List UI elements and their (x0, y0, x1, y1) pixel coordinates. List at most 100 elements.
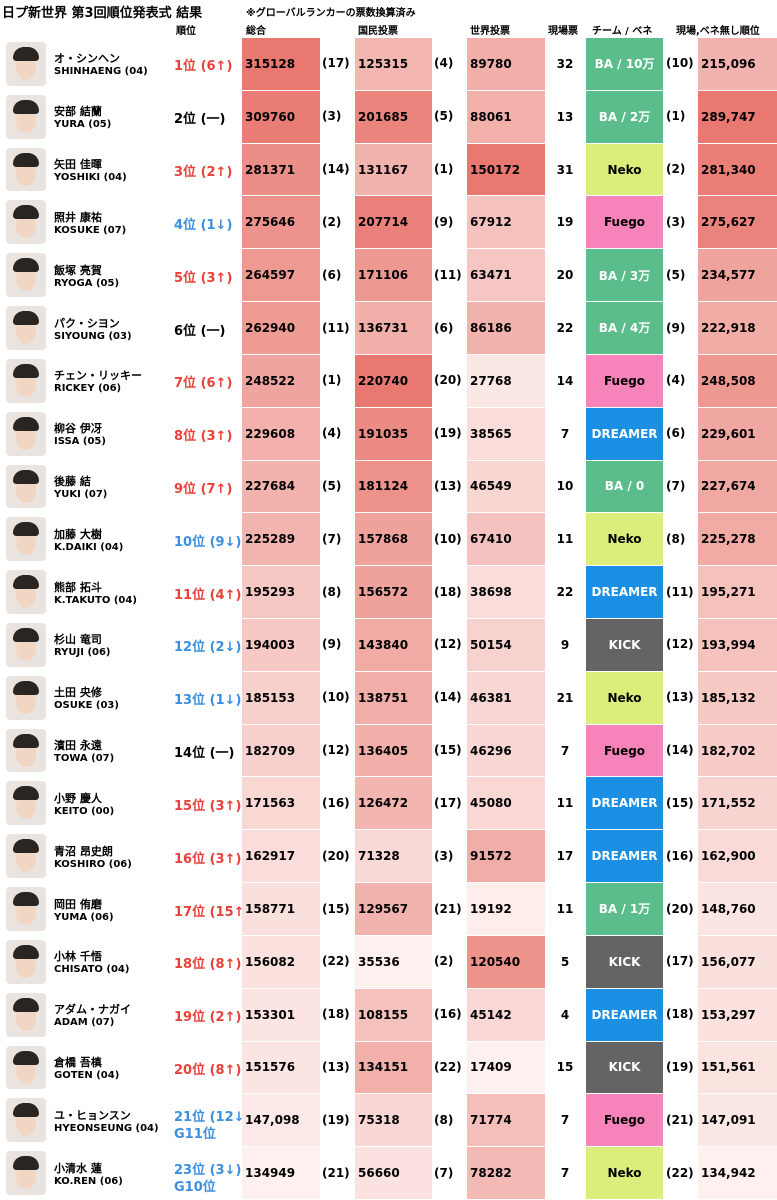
national-cell: 171106 (355, 249, 432, 302)
avatar (6, 306, 46, 350)
total-cell: 156082 (242, 935, 320, 988)
world-cell: 67410 (467, 513, 545, 566)
adj-rank: (11) (666, 584, 694, 599)
total-cell: 158771 (242, 883, 320, 935)
onsite: 7 (560, 743, 570, 758)
adj-total-cell: 225,278 (698, 513, 777, 566)
national-rank: (8) (434, 1112, 454, 1127)
total-cell: 248522 (242, 354, 320, 407)
national-cell: 126472 (355, 777, 432, 830)
name: 飯塚 亮賀 (54, 263, 102, 277)
name-en: KOSUKE (07) (54, 224, 127, 236)
national-cell: 207714 (355, 196, 432, 249)
name-en: GOTEN (04) (54, 1069, 120, 1081)
adj-total-cell: 227,674 (698, 460, 777, 513)
team: Fuego (586, 354, 663, 407)
rank-note: G10位 (174, 1179, 216, 1195)
national-rank: (13) (434, 478, 462, 493)
team: DREAMER (586, 988, 663, 1041)
avatar (6, 42, 46, 86)
total-cell: 134949 (242, 1147, 320, 1199)
onsite: 17 (556, 849, 574, 864)
name-en: ISSA (05) (54, 436, 106, 448)
avatar (6, 887, 46, 931)
total-rank: (4) (322, 426, 342, 441)
note: ※グローバルランカーの票数換算済み (246, 8, 416, 19)
name-en: KO.REN (06) (54, 1175, 123, 1187)
total-cell: 262940 (242, 302, 320, 354)
name-en: RYOGA (05) (54, 277, 120, 289)
rank: 16位 (3↑) (174, 851, 242, 867)
national-rank: (2) (434, 954, 454, 969)
name: 小野 慶人 (54, 791, 102, 805)
team: Neko (586, 671, 663, 724)
onsite: 10 (556, 479, 574, 494)
national-rank: (7) (434, 1165, 454, 1180)
total-rank: (5) (322, 478, 342, 493)
national-rank: (11) (434, 267, 462, 282)
national-cell: 136731 (355, 302, 432, 354)
adj-total-cell: 185,132 (698, 671, 777, 724)
name: 土田 央修 (54, 686, 102, 700)
name-en: K.TAKUTO (04) (54, 594, 137, 606)
column-header: 順位 (176, 26, 196, 37)
column-header: 現場,ベネ無し順位 (676, 26, 760, 37)
total-rank: (9) (322, 637, 342, 652)
world-cell: 88061 (467, 90, 545, 143)
adj-total-cell: 222,918 (698, 302, 777, 354)
rank: 8位 (3↑) (174, 429, 233, 445)
name-en: SIYOUNG (03) (54, 330, 132, 342)
total-cell: 275646 (242, 196, 320, 249)
national-rank: (9) (434, 214, 454, 229)
world-cell: 27768 (467, 354, 545, 407)
rank-note: G11位 (174, 1126, 216, 1142)
name: パク・シヨン (54, 316, 120, 330)
adj-total-cell: 162,900 (698, 830, 777, 883)
total-rank: (16) (322, 795, 350, 810)
adj-total-cell: 151,561 (698, 1041, 777, 1094)
national-cell: 75318 (355, 1094, 432, 1147)
rank: 6位 (一) (174, 323, 226, 339)
total-rank: (8) (322, 584, 342, 599)
avatar (6, 200, 46, 245)
name: チェン・リッキー (54, 369, 142, 383)
team: Neko (586, 513, 663, 566)
name: 柳谷 伊冴 (54, 422, 102, 436)
name: ユ・ヒョンスン (54, 1108, 131, 1122)
adj-total-cell: 148,760 (698, 883, 777, 935)
onsite: 15 (556, 1060, 574, 1075)
total-cell: 162917 (242, 830, 320, 883)
adj-rank: (20) (666, 901, 694, 916)
national-rank: (19) (434, 426, 462, 441)
rank: 18位 (8↑) (174, 957, 242, 973)
name: 倉橋 吾槙 (54, 1055, 102, 1069)
avatar (6, 147, 46, 192)
name-en: YURA (05) (54, 119, 112, 131)
national-cell: 138751 (355, 671, 432, 724)
avatar (6, 464, 46, 509)
avatar (6, 570, 46, 614)
adj-rank: (18) (666, 1007, 694, 1022)
world-cell: 150172 (467, 143, 545, 196)
world-cell: 86186 (467, 302, 545, 354)
column-header: チーム / ベネ (592, 26, 653, 37)
adj-total-cell: 275,627 (698, 196, 777, 249)
adj-total-cell: 171,552 (698, 777, 777, 830)
adj-rank: (12) (666, 637, 694, 652)
rank: 20位 (8↑) (174, 1062, 242, 1078)
national-cell: 35536 (355, 935, 432, 988)
rank: 10位 (9↓) (174, 534, 242, 550)
team: DREAMER (586, 407, 663, 460)
name: 熊部 拓斗 (54, 580, 102, 594)
name-en: ADAM (07) (54, 1017, 115, 1029)
onsite: 22 (556, 320, 574, 335)
onsite: 20 (556, 268, 574, 283)
total-rank: (10) (322, 690, 350, 705)
team: Neko (586, 1147, 663, 1199)
national-cell: 131167 (355, 143, 432, 196)
name: 加藤 大樹 (54, 527, 102, 541)
name: 岡田 侑磨 (54, 897, 102, 911)
total-cell: 264597 (242, 249, 320, 302)
adj-total-cell: 134,942 (698, 1147, 777, 1199)
adj-rank: (10) (666, 56, 694, 71)
